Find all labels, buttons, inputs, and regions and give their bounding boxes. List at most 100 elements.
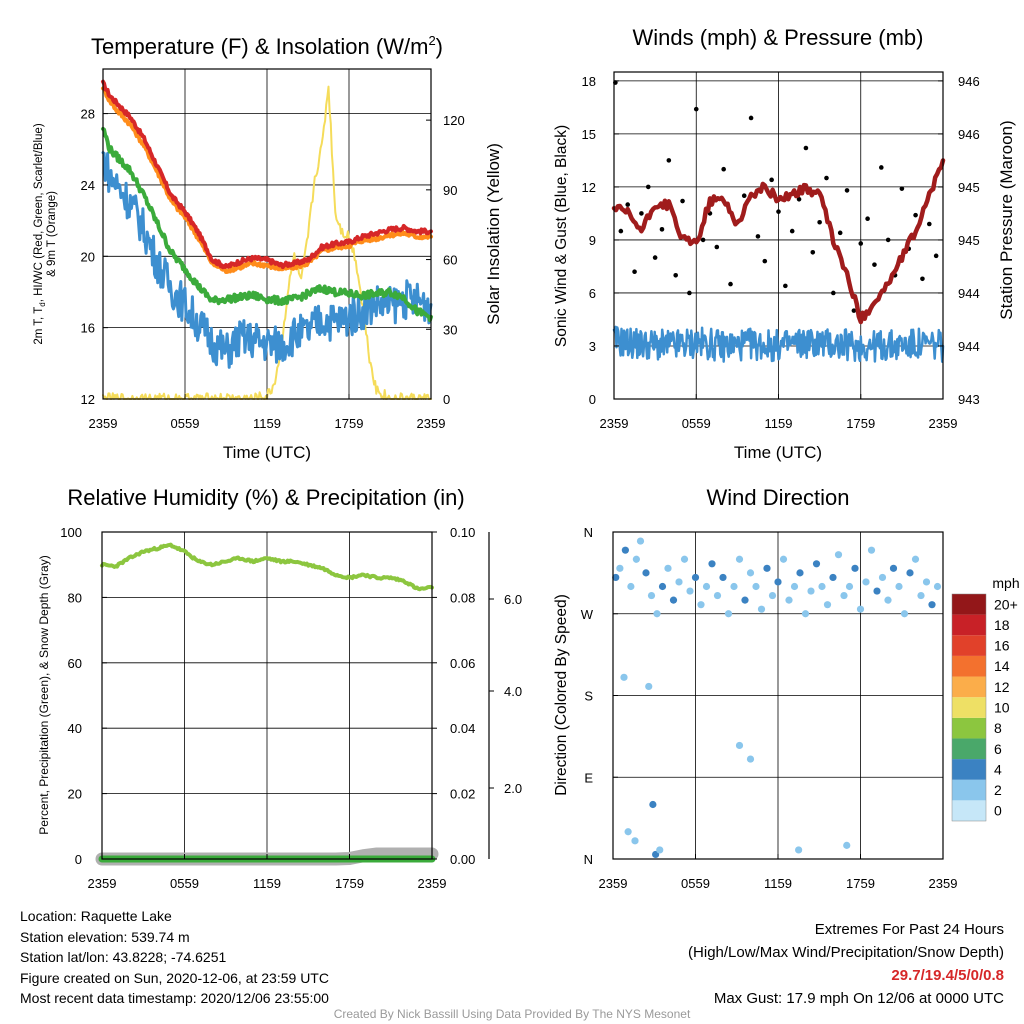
direction-point — [906, 569, 914, 577]
max-gust: Max Gust: 17.9 mph On 12/06 at 0000 UTC — [713, 990, 1004, 1007]
extremes-box: Extremes For Past 24 Hours (High/Low/Max… — [688, 918, 1004, 1010]
direction-point — [658, 582, 667, 591]
colorbar-label: 10 — [994, 700, 1010, 716]
direction-point — [686, 587, 694, 595]
gust-point — [632, 269, 637, 275]
x-tick-label: 2359 — [600, 416, 629, 431]
temperature-ylabel: 2m T, Td, HI/WC (Red, Green, Scarlet/Blu… — [33, 123, 47, 344]
direction-point — [675, 578, 683, 586]
x-tick-label: 2359 — [929, 876, 958, 891]
direction-point — [691, 573, 700, 582]
gust-point — [721, 166, 726, 172]
direction-point — [719, 573, 727, 582]
colorbar-label: 6 — [994, 741, 1002, 757]
direction-point — [680, 555, 689, 563]
direction-ylabel: Direction (Colored By Speed) — [553, 594, 570, 796]
direction-point — [829, 573, 837, 582]
direction-point — [774, 578, 782, 586]
y-tick-label: 12 — [582, 180, 596, 195]
x-tick-label: 2359 — [89, 416, 118, 431]
y-tick-label: 9 — [589, 233, 596, 248]
y2-tick-label: 944 — [958, 339, 980, 354]
speed-colorbar: 0 2 4 6 8 10 12 14 16 18 20+ — [951, 593, 1018, 822]
x-tick-label: 2359 — [417, 416, 446, 431]
direction-point — [697, 601, 705, 609]
direction-point — [823, 601, 832, 609]
colorbar-label: 20+ — [994, 596, 1018, 612]
wind-direction-panel: Wind Direction N E S W N 2359 0559 1159 1759 2359… — [553, 485, 1020, 891]
gust-point — [687, 290, 692, 296]
y2-tick-label: 0.02 — [450, 787, 475, 802]
y-tick-label: 15 — [582, 127, 596, 142]
direction-point — [862, 578, 870, 586]
winds-panel: Winds (mph) & Pressure (mb) 0 3 6 9 12 15 18 94… — [553, 25, 1016, 462]
direction-point — [873, 587, 881, 595]
x-tick-label: 1159 — [764, 876, 792, 891]
x-tick-label: 2359 — [599, 876, 628, 891]
gust-point — [810, 249, 816, 255]
x-tick-label: 1159 — [253, 876, 281, 891]
direction-point — [790, 582, 799, 591]
y2-tick-label: 0 — [443, 392, 450, 407]
y2-tick-label: 0.08 — [450, 590, 475, 605]
direction-point — [895, 582, 903, 591]
gust-point — [652, 255, 658, 260]
temperature-title: Temperature (F) & Insolation (W/m2) — [91, 33, 443, 59]
gust-point — [851, 308, 857, 313]
gust-point — [673, 272, 678, 278]
humidity-panel: Relative Humidity (%) & Precipitation (i… — [37, 485, 522, 891]
y2-tick-label: 945 — [958, 233, 980, 248]
x-tick-label: 0559 — [170, 876, 199, 891]
gust-point — [748, 115, 754, 121]
gust-point — [831, 290, 836, 296]
gust-point — [899, 186, 905, 191]
gust-point — [680, 198, 685, 204]
y-tick-label: 6 — [589, 286, 596, 301]
direction-point — [812, 560, 821, 568]
colorbar-swatch — [952, 738, 986, 760]
x-tick-label: 1759 — [846, 876, 875, 891]
direction-point — [911, 555, 920, 563]
x-tick-label: 0559 — [682, 416, 711, 431]
gust-point — [755, 234, 761, 239]
direction-point — [627, 582, 635, 591]
direction-point — [917, 591, 925, 600]
colorbar-swatch — [952, 779, 986, 801]
gust-point — [796, 196, 802, 202]
y-tick-label: 40 — [68, 721, 82, 736]
y-tick-label: 18 — [582, 74, 596, 89]
gust-point — [920, 276, 925, 282]
direction-point — [840, 591, 848, 600]
direction-point — [752, 582, 760, 591]
extremes-subheading: (High/Low/Max Wind/Precipitation/Snow De… — [688, 944, 1004, 961]
y-tick-label: 60 — [68, 656, 82, 671]
colorbar-swatch — [952, 614, 986, 636]
humidity-ylabel: Percent, Precipitation (Green), & Snow D… — [37, 555, 51, 834]
direction-point — [795, 846, 803, 854]
station-latlon: Station lat/lon: 43.8228; -74.6251 — [20, 949, 227, 965]
x-tick-label: 2359 — [88, 876, 117, 891]
direction-point — [818, 582, 826, 591]
colorbar-label: 4 — [994, 761, 1002, 777]
direction-point — [851, 564, 859, 572]
winds-xlabel: Time (UTC) — [734, 443, 822, 462]
direction-point — [746, 569, 755, 577]
winds-title: Winds (mph) & Pressure (mb) — [633, 25, 924, 50]
colorbar-label: 12 — [994, 679, 1010, 695]
direction-point — [933, 582, 942, 591]
direction-point — [708, 560, 716, 568]
gust-point — [913, 212, 918, 218]
direction-point — [889, 564, 898, 572]
direction-point — [642, 569, 650, 577]
gust-point — [926, 221, 932, 227]
y-tick-label: 16 — [81, 321, 95, 336]
gust-point — [885, 237, 891, 243]
gust-point — [803, 145, 809, 151]
figure-created: Figure created on Sun, 2020-12-06, at 23… — [20, 969, 329, 986]
direction-title: Wind Direction — [706, 485, 849, 510]
direction-point — [713, 591, 722, 600]
y-tick-label: 100 — [60, 525, 82, 540]
direction-point — [656, 846, 664, 854]
y2-tick-label: 60 — [443, 253, 457, 268]
y-tick-label: N — [584, 525, 593, 540]
